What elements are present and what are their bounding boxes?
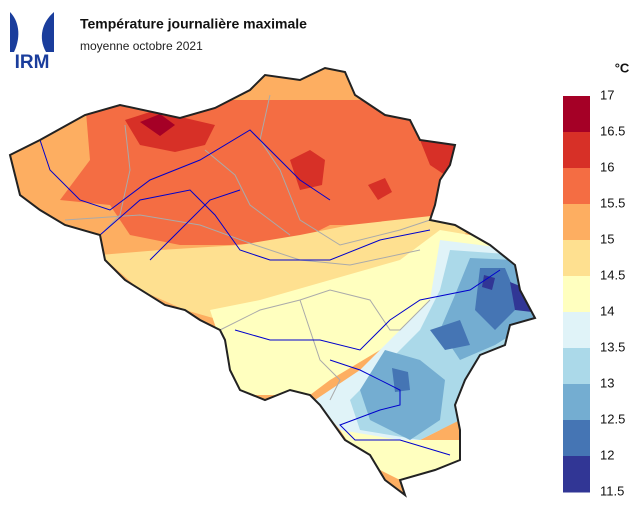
legend-swatch — [563, 168, 590, 205]
legend-label: 13.5 — [600, 339, 625, 354]
legend-label: 12.5 — [600, 411, 625, 426]
legend-label: 13 — [600, 375, 614, 390]
legend-swatch — [563, 348, 590, 385]
legend-swatch — [563, 276, 590, 313]
legend-swatch — [563, 420, 590, 457]
title: Température journalière maximale — [80, 16, 307, 32]
legend-unit: °C — [615, 60, 630, 75]
legend-label: 17 — [600, 87, 614, 102]
legend-label: 14 — [600, 303, 614, 318]
legend-swatch — [563, 96, 590, 133]
legend-swatch — [563, 456, 590, 493]
legend-swatch — [563, 384, 590, 421]
legend-label: 15 — [600, 231, 614, 246]
map — [10, 68, 535, 495]
legend-label: 15.5 — [600, 195, 625, 210]
legend-swatch — [563, 312, 590, 349]
legend-label: 16 — [600, 159, 614, 174]
legend-swatch — [563, 132, 590, 169]
legend-swatch — [563, 240, 590, 277]
logo: IRM — [10, 12, 54, 73]
subtitle: moyenne octobre 2021 — [80, 39, 203, 53]
legend: 17 16.5 16 15.5 15 14.5 14 13.5 13 12.5 12 11.5 — [563, 87, 625, 498]
logo-text: IRM — [15, 52, 50, 73]
legend-label: 11.5 — [600, 483, 624, 498]
legend-label: 12 — [600, 447, 614, 462]
legend-swatch — [563, 204, 590, 241]
legend-label: 16.5 — [600, 123, 625, 138]
legend-label: 14.5 — [600, 267, 625, 282]
